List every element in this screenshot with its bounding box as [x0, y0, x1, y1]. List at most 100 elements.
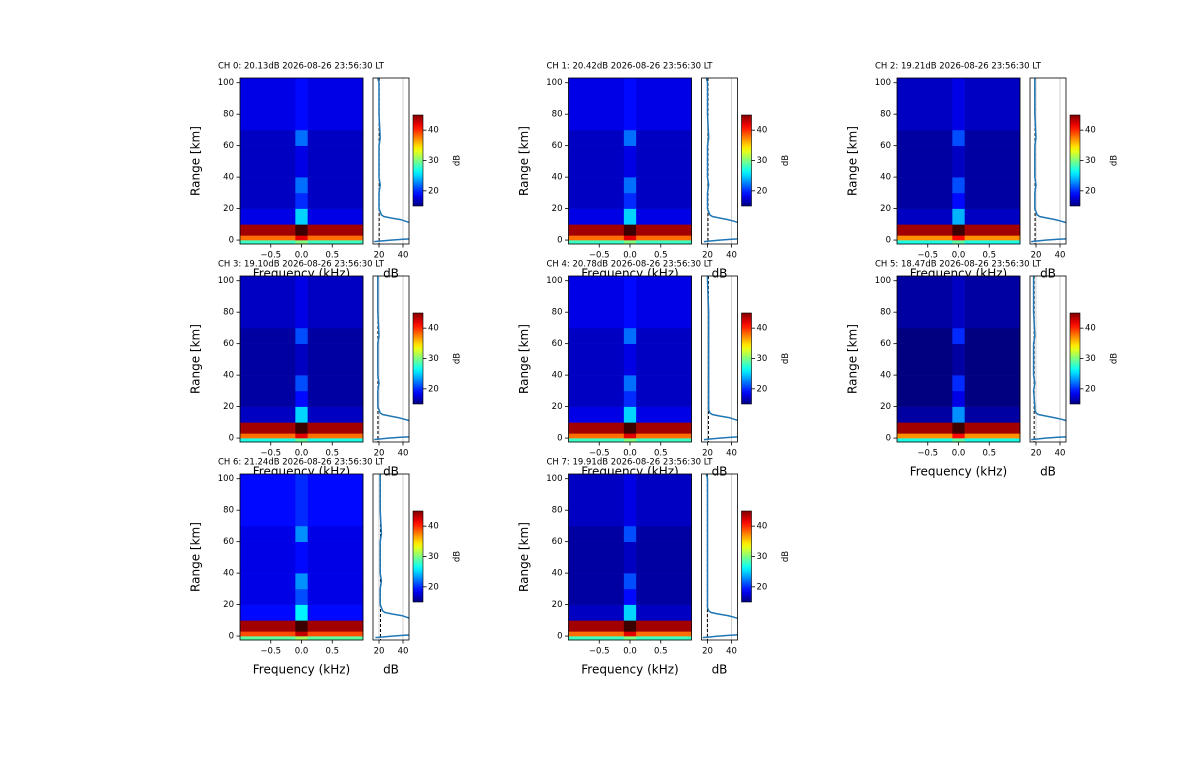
colorbar-tick-label: 30	[757, 156, 768, 166]
panel-title: CH 4: 20.78dB 2026-08-26 23:56:30 LT	[547, 260, 714, 270]
heatmap-cell	[623, 438, 637, 443]
heatmap-cell	[568, 192, 625, 209]
colorbar-tick-label: 30	[1085, 156, 1096, 166]
x-tick-label: 0.0	[952, 251, 966, 261]
heatmap-cell	[307, 390, 364, 407]
heatmap-cell	[295, 541, 308, 574]
heatmap-cell	[295, 631, 308, 637]
heatmap-cell	[568, 375, 625, 392]
heatmap-cell	[952, 406, 965, 423]
heatmap-cell	[623, 276, 637, 329]
profile-x-tick-label: 20	[1031, 449, 1042, 459]
heatmap-cell	[964, 240, 1021, 245]
heatmap-cell	[295, 474, 308, 527]
heatmap-cell	[964, 145, 1021, 178]
heatmap-cell	[568, 525, 625, 542]
heatmap-cell	[636, 208, 692, 225]
profile-x-label: dB	[383, 465, 399, 479]
y-tick-label: 40	[552, 569, 563, 579]
heatmap-cell	[240, 343, 296, 376]
colorbar-tick-label: 20	[757, 186, 768, 196]
x-tick-label: −0.5	[917, 251, 938, 261]
y-tick-label: 60	[552, 537, 563, 547]
profile-x-tick-label: 40	[726, 251, 737, 261]
heatmap-cell	[623, 343, 637, 376]
heatmap-cell	[295, 327, 308, 344]
y-tick-label: 60	[880, 339, 891, 349]
heatmap-cell	[623, 620, 637, 632]
heatmap-cell	[307, 604, 364, 621]
heatmap-cell	[568, 604, 625, 621]
heatmap-cell	[623, 208, 637, 225]
heatmap-cell	[307, 177, 364, 194]
heatmap-cell	[636, 422, 692, 434]
colorbar-tick-label: 20	[757, 582, 768, 592]
heatmap-cell	[568, 224, 625, 236]
heatmap-cell	[952, 438, 965, 443]
heatmap-cell	[623, 588, 637, 605]
heatmap-cell	[568, 474, 625, 527]
profile-frame	[701, 275, 738, 443]
y-tick-label: 80	[552, 506, 563, 516]
y-tick-label: 20	[223, 600, 234, 610]
heatmap-cell	[240, 636, 296, 641]
heatmap-cell	[240, 78, 296, 131]
heatmap-cell	[636, 276, 692, 329]
heatmap-cell	[240, 422, 296, 434]
y-tick-label: 0	[229, 434, 234, 444]
heatmap-cell	[295, 145, 308, 178]
heatmap-cell	[623, 129, 637, 146]
heatmap-cell	[897, 406, 953, 423]
heatmap-cell	[307, 422, 364, 434]
profile-x-tick-label: 40	[398, 449, 409, 459]
profile-x-tick-label: 20	[702, 251, 713, 261]
heatmap-cell	[964, 129, 1021, 146]
heatmap-cell	[623, 375, 637, 392]
panel-title: CH 6: 21.24dB 2026-08-26 23:56:30 LT	[218, 458, 385, 468]
colorbar-label: dB	[1110, 353, 1120, 364]
profile-frame	[1029, 77, 1067, 245]
y-tick-label: 100	[218, 78, 234, 88]
heatmap-cell	[568, 235, 625, 241]
heatmap-cell	[240, 224, 296, 236]
heatmap-cell	[295, 78, 308, 131]
x-axis-label: Frequency (kHz)	[253, 663, 350, 677]
heatmap-cell	[623, 422, 637, 434]
colorbar-tick-label: 30	[428, 156, 439, 166]
heatmap-cell	[623, 177, 637, 194]
profile-line	[1031, 78, 1066, 243]
heatmap-cell	[295, 343, 308, 376]
colorbar-tick-label: 40	[757, 522, 768, 532]
heatmap-cell	[623, 192, 637, 209]
colorbar	[412, 114, 424, 207]
heatmap-cell	[952, 327, 965, 344]
heatmap-cell	[240, 631, 296, 637]
x-tick-label: 0.5	[982, 251, 996, 261]
heatmap-cell	[897, 145, 953, 178]
x-tick-label: 0.0	[623, 251, 637, 261]
y-tick-label: 40	[880, 173, 891, 183]
heatmap-cell	[568, 177, 625, 194]
colorbar-tick-label: 40	[428, 324, 439, 334]
heatmap-cell	[307, 192, 364, 209]
profile-x-tick-label: 40	[398, 251, 409, 261]
profile-x-tick-label: 40	[1055, 449, 1066, 459]
heatmap-cell	[636, 129, 692, 146]
colorbar-tick-label: 40	[428, 126, 439, 136]
heatmap-cell	[240, 438, 296, 443]
heatmap-cell	[964, 343, 1021, 376]
heatmap-cell	[307, 438, 364, 443]
heatmap-cell	[952, 235, 965, 241]
heatmap-cell	[623, 145, 637, 178]
y-tick-label: 20	[552, 600, 563, 610]
heatmap-cell	[964, 235, 1021, 241]
colorbar-tick-label: 40	[1085, 126, 1096, 136]
heatmap-cell	[636, 525, 692, 542]
panel-title: CH 5: 18.47dB 2026-08-26 23:56:30 LT	[875, 260, 1042, 270]
heatmap-cell	[636, 78, 692, 131]
heatmap-cell	[307, 433, 364, 439]
heatmap-cell	[295, 438, 308, 443]
heatmap-cell	[636, 235, 692, 241]
heatmap-cell	[636, 192, 692, 209]
heatmap-cell	[295, 240, 308, 245]
